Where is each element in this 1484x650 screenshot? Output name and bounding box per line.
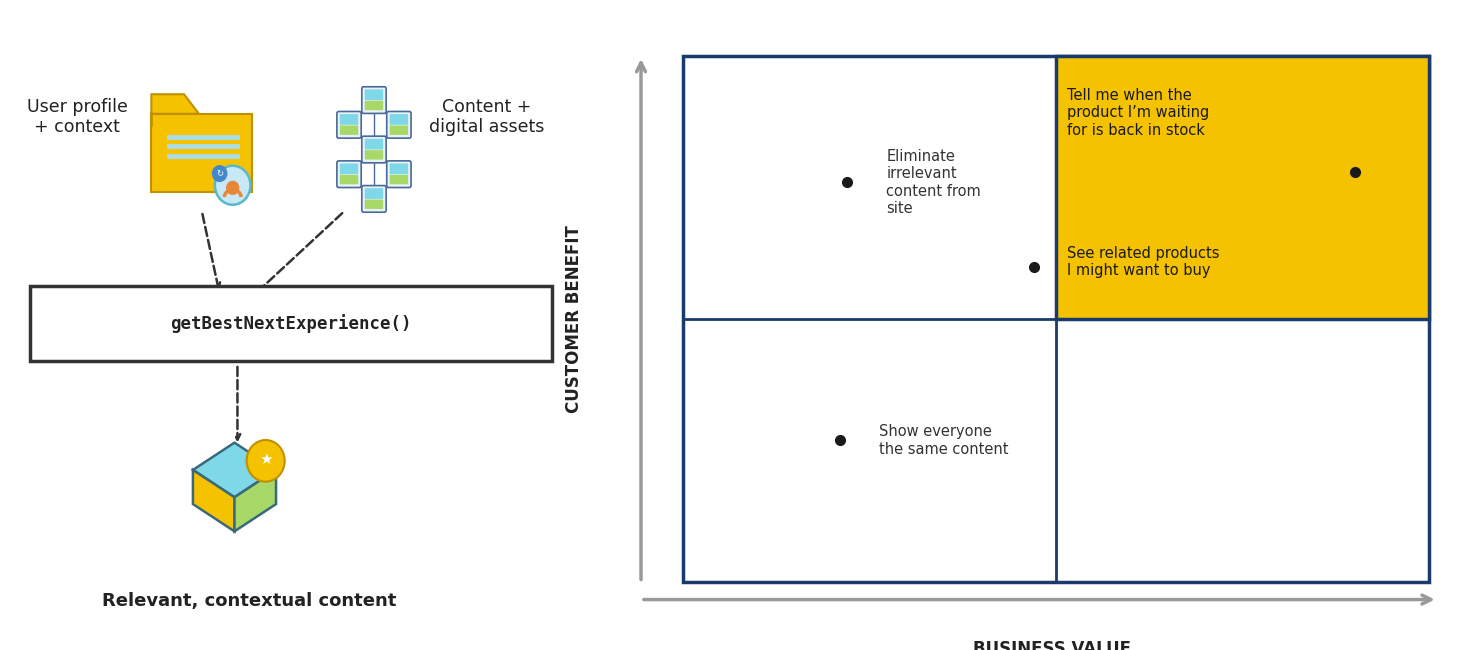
FancyBboxPatch shape xyxy=(365,150,383,159)
Text: Content +
digital assets: Content + digital assets xyxy=(429,98,545,136)
Circle shape xyxy=(215,166,251,205)
FancyBboxPatch shape xyxy=(340,175,358,185)
FancyBboxPatch shape xyxy=(390,175,408,185)
FancyBboxPatch shape xyxy=(337,111,361,138)
Text: Tell me when the
product I’m waiting
for is back in stock: Tell me when the product I’m waiting for… xyxy=(1067,88,1209,138)
Polygon shape xyxy=(193,443,276,497)
FancyBboxPatch shape xyxy=(390,164,408,174)
Polygon shape xyxy=(193,470,234,532)
Text: ↻: ↻ xyxy=(217,169,223,178)
Text: BUSINESS VALUE: BUSINESS VALUE xyxy=(974,640,1131,650)
FancyBboxPatch shape xyxy=(365,139,383,150)
Circle shape xyxy=(246,440,285,482)
FancyBboxPatch shape xyxy=(30,286,552,361)
FancyBboxPatch shape xyxy=(365,89,383,100)
FancyBboxPatch shape xyxy=(365,188,383,199)
FancyBboxPatch shape xyxy=(337,161,361,187)
Text: getBestNextExperience(): getBestNextExperience() xyxy=(171,313,411,333)
Text: ★: ★ xyxy=(258,452,273,467)
FancyBboxPatch shape xyxy=(340,164,358,174)
FancyBboxPatch shape xyxy=(362,185,386,212)
FancyBboxPatch shape xyxy=(387,161,411,187)
FancyBboxPatch shape xyxy=(683,56,1429,582)
Circle shape xyxy=(212,166,227,181)
FancyBboxPatch shape xyxy=(340,114,358,125)
Circle shape xyxy=(227,181,239,194)
FancyBboxPatch shape xyxy=(365,101,383,110)
FancyBboxPatch shape xyxy=(390,114,408,125)
FancyBboxPatch shape xyxy=(362,86,386,113)
Text: Eliminate
irrelevant
content from
site: Eliminate irrelevant content from site xyxy=(886,149,981,216)
Polygon shape xyxy=(234,470,276,532)
Text: See related products
I might want to buy: See related products I might want to buy xyxy=(1067,246,1220,278)
FancyBboxPatch shape xyxy=(340,125,358,135)
Polygon shape xyxy=(151,114,252,192)
Text: Show everyone
the same content: Show everyone the same content xyxy=(879,424,1008,456)
Text: User profile
+ context: User profile + context xyxy=(27,98,128,136)
FancyBboxPatch shape xyxy=(362,136,386,162)
FancyBboxPatch shape xyxy=(1057,56,1429,319)
Text: CUSTOMER BENEFIT: CUSTOMER BENEFIT xyxy=(565,226,583,413)
FancyBboxPatch shape xyxy=(390,125,408,135)
FancyBboxPatch shape xyxy=(365,200,383,209)
FancyBboxPatch shape xyxy=(387,111,411,138)
Polygon shape xyxy=(151,94,199,127)
Text: Relevant, contextual content: Relevant, contextual content xyxy=(102,592,396,610)
